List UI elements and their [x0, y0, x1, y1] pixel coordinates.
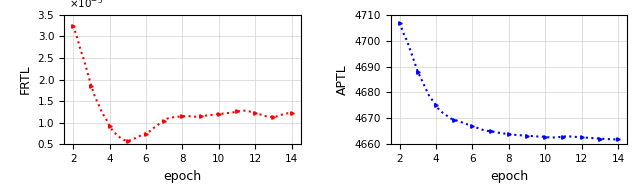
X-axis label: epoch: epoch — [163, 170, 202, 183]
Y-axis label: APTL: APTL — [336, 64, 349, 95]
Text: $\times10^{-5}$: $\times10^{-5}$ — [68, 0, 103, 10]
X-axis label: epoch: epoch — [490, 170, 528, 183]
Y-axis label: FRTL: FRTL — [19, 65, 32, 94]
